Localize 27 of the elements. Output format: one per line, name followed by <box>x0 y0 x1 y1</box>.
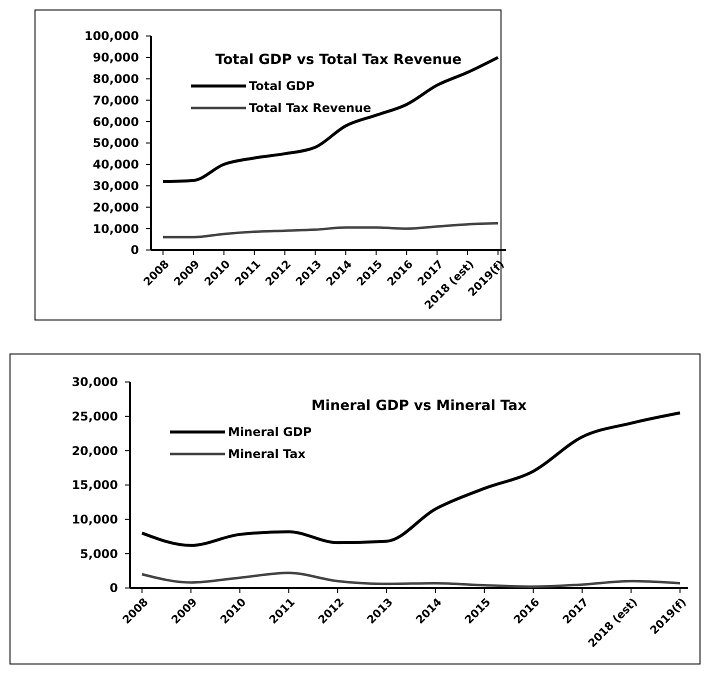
y-tick-label: 30,000 <box>72 375 118 390</box>
y-tick-label: 5,000 <box>80 546 118 561</box>
legend-label: Total GDP <box>249 79 315 94</box>
y-tick-label: 10,000 <box>72 512 118 527</box>
y-tick-label: 60,000 <box>92 114 139 129</box>
line-series <box>162 222 500 238</box>
y-tick-label: 15,000 <box>72 478 118 492</box>
y-tick-label: 10,000 <box>92 222 139 236</box>
y-tick-label: 100,000 <box>84 29 139 44</box>
y-tick-label: 70,000 <box>92 93 139 108</box>
text: Total GDP vs Total Tax Revenue <box>215 52 462 68</box>
y-tick-label: 30,000 <box>92 179 139 193</box>
line-series <box>140 411 682 547</box>
y-tick-label: 50,000 <box>92 136 139 150</box>
legend-label: Mineral Tax <box>228 447 306 462</box>
y-tick-label: 80,000 <box>92 72 139 86</box>
legend-label: Total Tax Revenue <box>249 101 372 116</box>
y-tick-label: 20,000 <box>92 200 139 214</box>
y-tick-label: 0 <box>110 581 118 596</box>
legend-label: Mineral GDP <box>228 425 312 440</box>
y-tick-label: 25,000 <box>72 410 118 424</box>
text: Mineral GDP vs Mineral Tax <box>311 398 527 414</box>
line-series <box>140 572 682 588</box>
y-tick-label: 90,000 <box>92 50 139 65</box>
y-tick-label: 40,000 <box>92 158 139 172</box>
y-tick-label: 0 <box>130 243 139 258</box>
y-tick-label: 20,000 <box>72 444 118 458</box>
